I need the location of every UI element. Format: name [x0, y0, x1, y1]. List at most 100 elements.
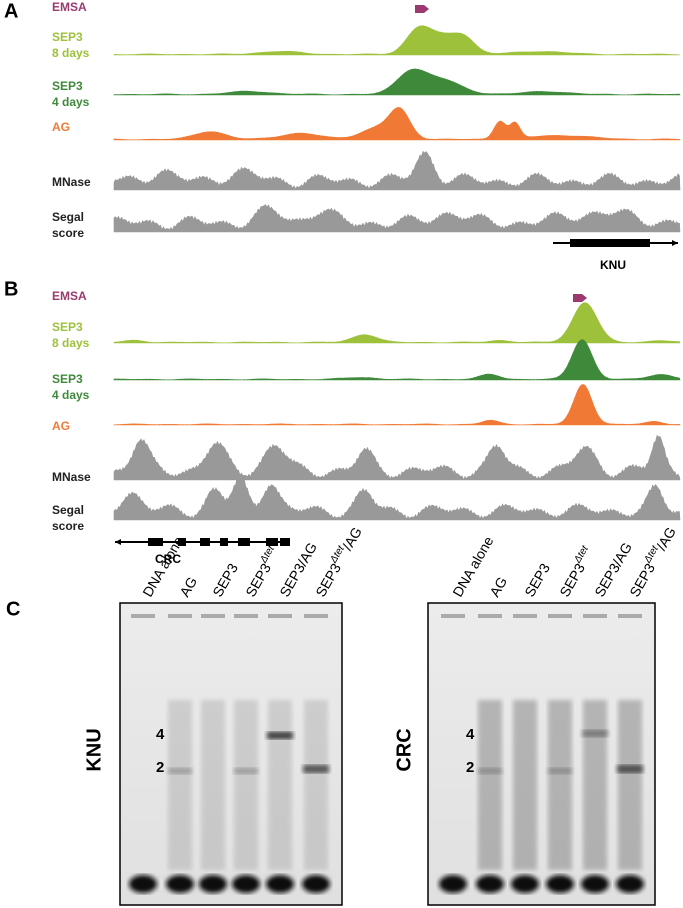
- gene-exon: [220, 538, 228, 546]
- well: [131, 614, 155, 618]
- signal-track: [113, 150, 681, 191]
- well: [304, 614, 328, 618]
- smear: [234, 700, 258, 870]
- track-label: MNase: [52, 175, 91, 189]
- track-label: score: [52, 226, 84, 240]
- panel-label: A: [4, 0, 18, 22]
- well: [618, 614, 642, 618]
- gene-arrow: [115, 539, 121, 545]
- well: [513, 614, 537, 618]
- panel-label: B: [4, 278, 18, 300]
- signal-track: [113, 25, 680, 56]
- band-label: 4: [466, 726, 475, 743]
- well: [441, 614, 465, 618]
- track-label: 4 days: [52, 388, 90, 402]
- complex-band: [548, 768, 572, 774]
- smear: [304, 700, 328, 870]
- lane-text: SEP3: [242, 560, 274, 599]
- free-dna-band: [129, 875, 157, 893]
- well: [168, 614, 192, 618]
- track-label: SEP3: [52, 372, 83, 386]
- free-dna-band: [232, 875, 260, 893]
- signal-track: [113, 204, 681, 233]
- track-label: Segal: [52, 503, 84, 517]
- complex-band: [582, 730, 608, 737]
- well: [234, 614, 258, 618]
- well: [268, 614, 292, 618]
- panel-label: C: [6, 598, 20, 620]
- track-label: EMSA: [52, 0, 87, 14]
- track-label: 8 days: [52, 336, 90, 350]
- lane-label: SEP3Δtet/AG: [624, 523, 679, 599]
- complex-band: [478, 768, 502, 774]
- complex-band: [303, 765, 329, 773]
- signal-track: [113, 339, 681, 381]
- signal-track: [113, 302, 681, 344]
- free-dna-band: [546, 875, 574, 893]
- free-dna-band: [616, 875, 644, 893]
- complex-band: [234, 768, 258, 774]
- gene-exon: [155, 538, 163, 546]
- lane-text: SEP3: [209, 560, 241, 599]
- free-dna-band: [581, 875, 609, 893]
- lane-text: AG: [176, 574, 200, 600]
- lane-label: AG: [176, 574, 200, 600]
- well: [583, 614, 607, 618]
- lane-text: SEP3: [626, 560, 658, 599]
- smear: [513, 700, 537, 870]
- track-label: Segal: [52, 210, 84, 224]
- track-label: AG: [52, 120, 70, 134]
- smear: [618, 700, 642, 870]
- signal-track: [113, 434, 681, 481]
- well: [201, 614, 225, 618]
- free-dna-band: [199, 875, 227, 893]
- signal-track: [113, 475, 681, 521]
- smear: [201, 700, 225, 870]
- gene-exon: [200, 538, 210, 546]
- lane-text: SEP3: [312, 560, 344, 599]
- smear: [478, 700, 502, 870]
- signal-track: [113, 107, 681, 141]
- gene-exon: [178, 538, 186, 546]
- track-label: 8 days: [52, 46, 90, 60]
- lane-text: AG: [486, 574, 510, 600]
- lane-label: SEP3: [521, 560, 553, 599]
- free-dna-band: [511, 875, 539, 893]
- track-label: SEP3: [52, 79, 83, 93]
- free-dna-band: [439, 875, 467, 893]
- emsa-arrow: [573, 294, 587, 302]
- well: [478, 614, 502, 618]
- track-label: SEP3: [52, 30, 83, 44]
- band-label: 2: [466, 759, 474, 776]
- lane-label: AG: [486, 574, 510, 600]
- free-dna-band: [302, 875, 330, 893]
- gene-arrow: [672, 240, 678, 246]
- signal-track: [113, 384, 681, 426]
- gene-label: KNU: [600, 258, 626, 272]
- free-dna-band: [166, 875, 194, 893]
- gene-exon: [570, 239, 650, 247]
- track-label: 4 days: [52, 95, 90, 109]
- gel-name: KNU: [83, 728, 105, 771]
- track-label: score: [52, 519, 84, 533]
- complex-band: [267, 732, 293, 739]
- complex-band: [168, 768, 192, 774]
- gene-exon: [148, 538, 156, 546]
- free-dna-band: [266, 875, 294, 893]
- smear: [168, 700, 192, 870]
- well: [548, 614, 572, 618]
- signal-track: [113, 68, 681, 96]
- track-label: AG: [52, 419, 70, 433]
- free-dna-band: [476, 875, 504, 893]
- gel: [427, 602, 656, 906]
- gene-label: CRC: [155, 552, 181, 566]
- smear: [583, 700, 607, 870]
- smear: [548, 700, 572, 870]
- lane-text: SEP3: [521, 560, 553, 599]
- lane-text: SEP3: [556, 560, 588, 599]
- gene-exon: [280, 538, 290, 546]
- gel-name: CRC: [393, 728, 415, 771]
- gene-exon: [266, 538, 278, 546]
